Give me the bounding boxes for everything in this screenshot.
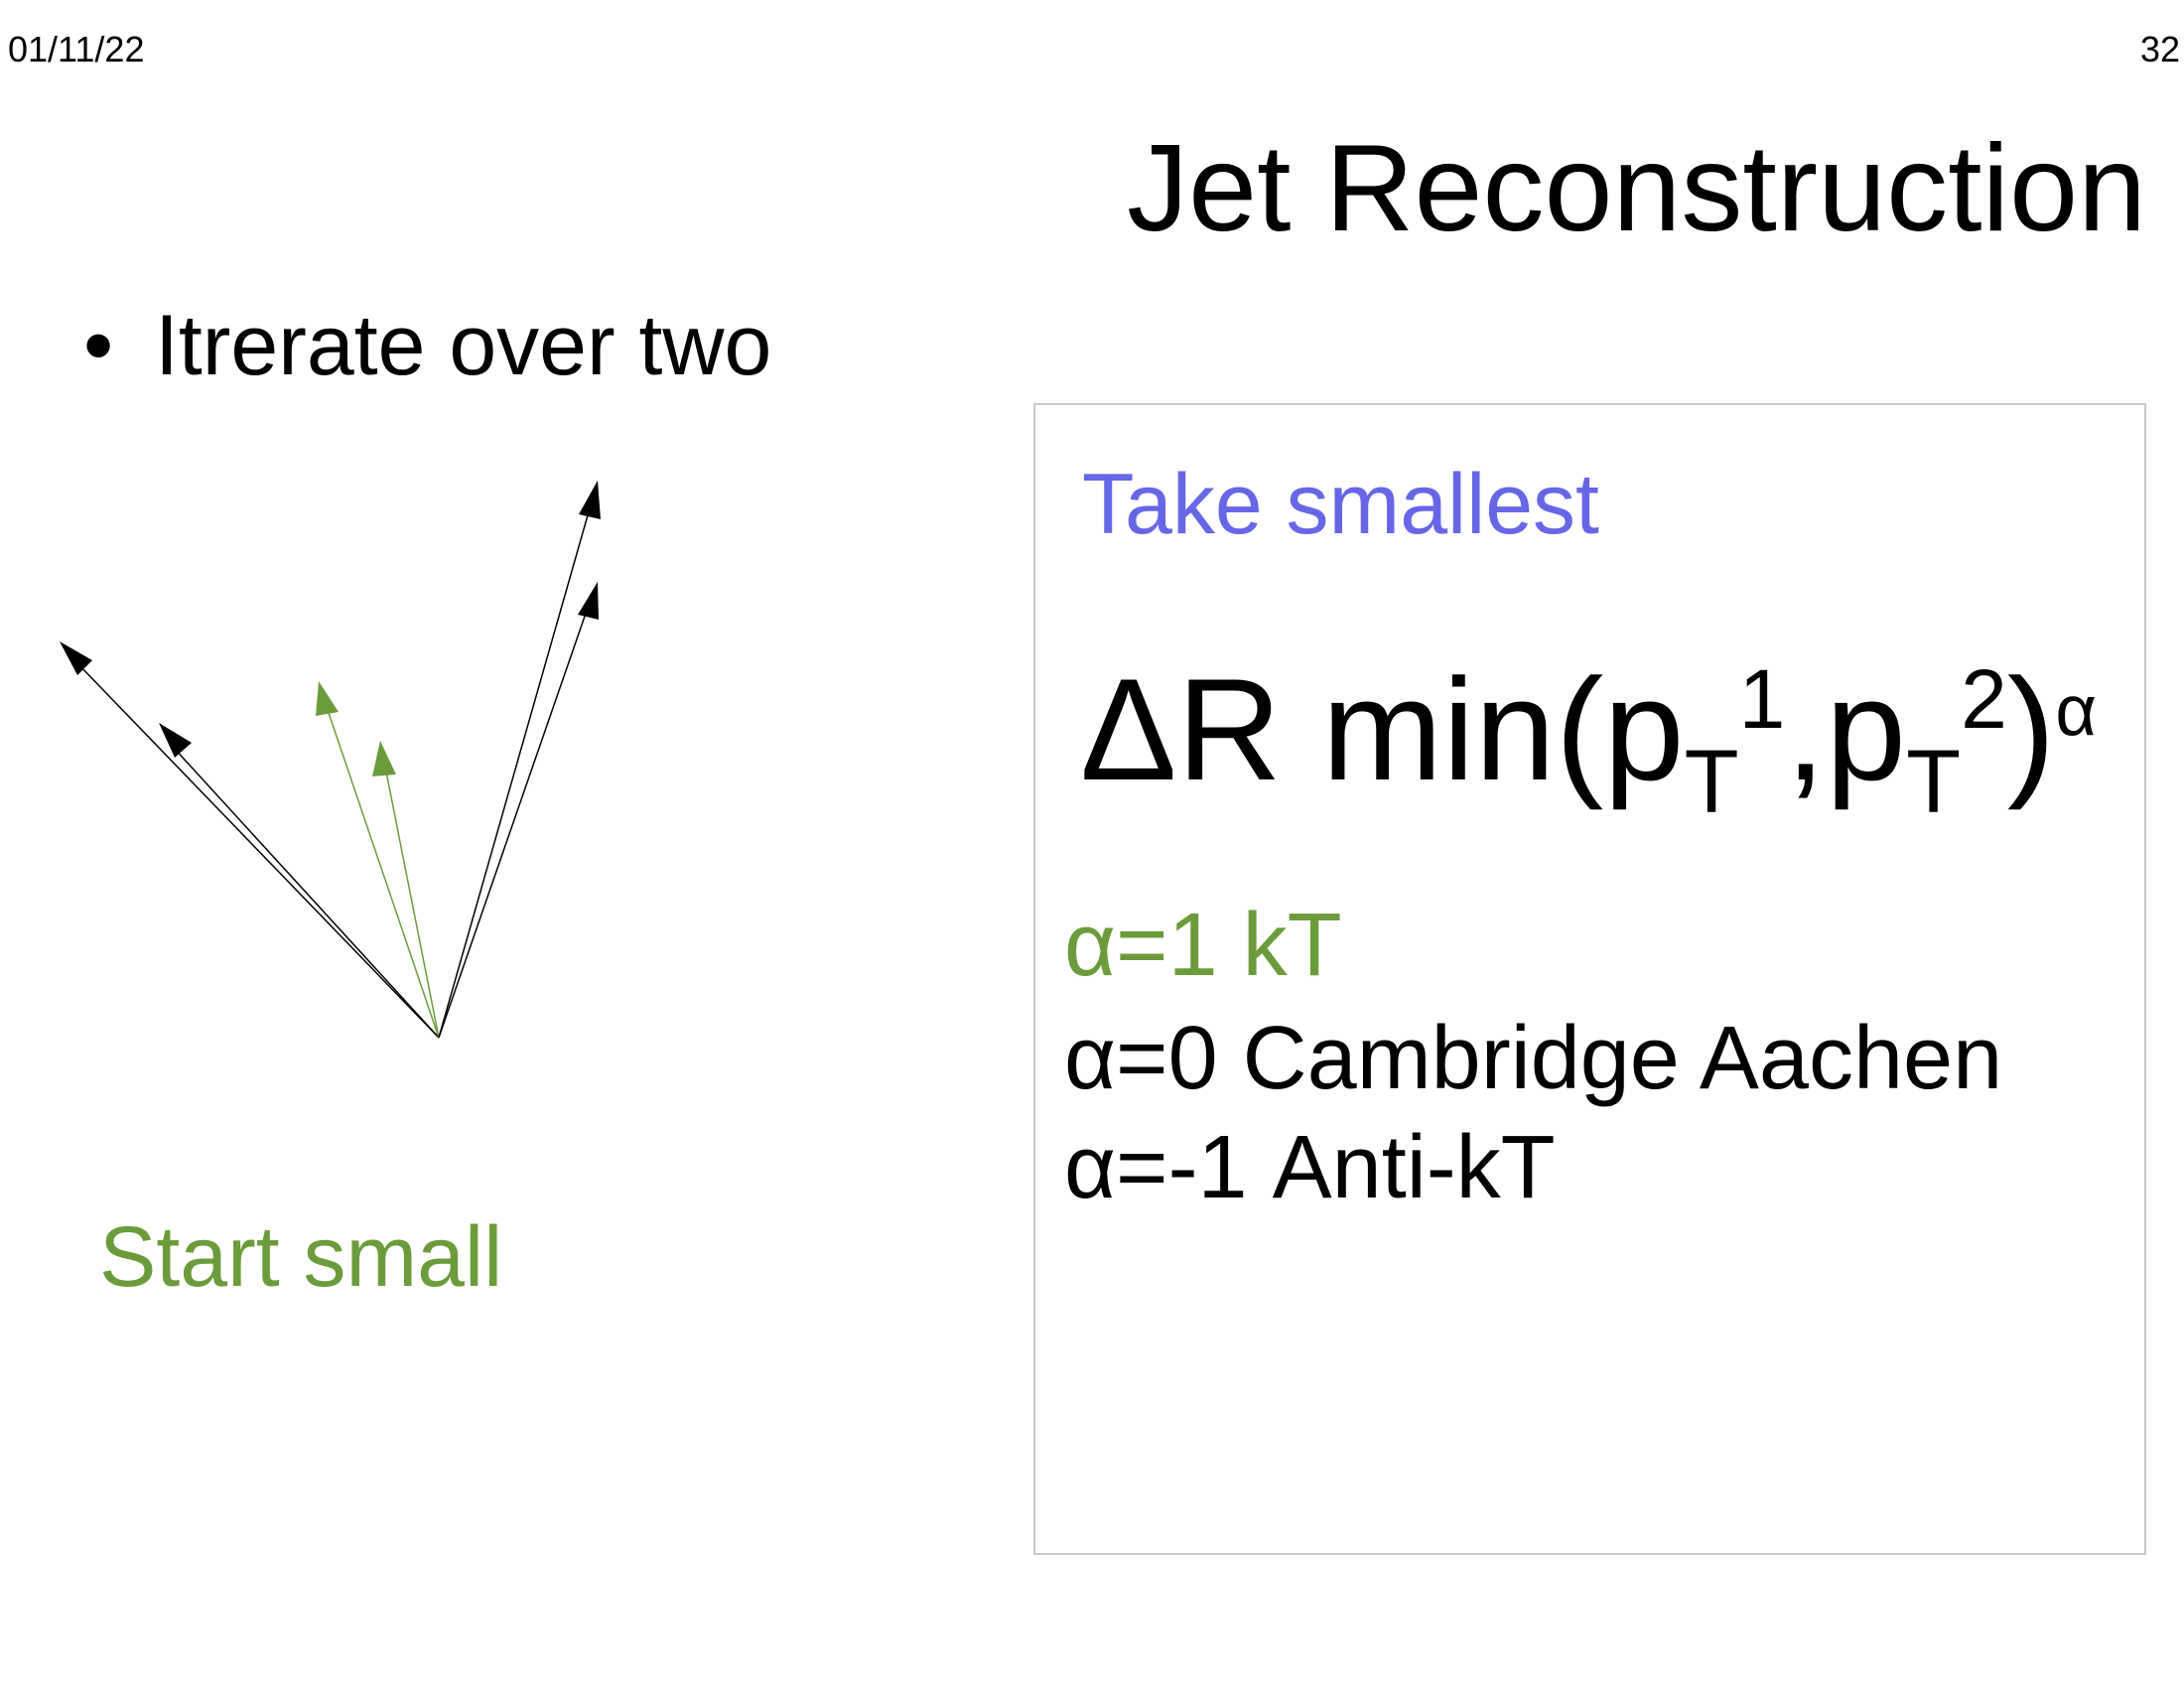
algorithm-kt: α=1 kT: [1064, 896, 1342, 995]
algorithm-cambridge-aachen: α=0 Cambridge Aachen: [1064, 1009, 2003, 1108]
page-number: 32: [2139, 29, 2180, 70]
bullet-marker: •: [83, 298, 114, 393]
formula-subscript-1: T: [1684, 732, 1739, 832]
black-vector-right-outer: [438, 481, 601, 1039]
formula-exponent: α: [2055, 671, 2098, 752]
distance-formula: ΔR min(pT1,pT2)α: [1080, 645, 2098, 826]
green-vector-inner: [372, 741, 440, 1039]
formula-superscript-1: 1: [1738, 651, 1786, 746]
formula-subscript-2: T: [1906, 732, 1962, 832]
bullet-item: • Itrerate over two: [83, 296, 771, 395]
formula-middle: ,p: [1785, 648, 1907, 810]
algorithm-box: [1033, 403, 2146, 1555]
formula-delta-r: ΔR min(p: [1080, 648, 1685, 810]
formula-superscript-2: 2: [1961, 651, 2007, 746]
take-smallest-label: Take smallest: [1082, 457, 1599, 552]
black-vector-right-inner: [438, 582, 599, 1039]
bullet-text: Itrerate over two: [155, 298, 772, 393]
green-vector-outer: [316, 681, 440, 1039]
black-vector-left-outer: [60, 641, 440, 1039]
algorithm-anti-kt: α=-1 Anti-kT: [1064, 1118, 1556, 1217]
slide-date: 01/11/22: [8, 29, 145, 70]
black-vector-left-inner: [159, 723, 440, 1039]
formula-close-paren: ): [2006, 648, 2056, 810]
slide-title: Jet Reconstruction: [1127, 120, 2146, 257]
start-small-label: Start small: [99, 1209, 503, 1305]
